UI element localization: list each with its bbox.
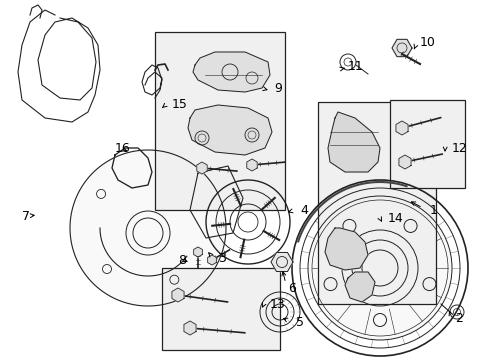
Polygon shape — [187, 105, 271, 155]
Bar — [389, 100, 464, 188]
Polygon shape — [270, 252, 292, 271]
Polygon shape — [172, 288, 183, 302]
Bar — [162, 268, 280, 350]
Polygon shape — [345, 272, 374, 302]
Text: 16: 16 — [115, 141, 130, 154]
Circle shape — [307, 196, 451, 340]
Polygon shape — [395, 121, 407, 135]
Polygon shape — [193, 52, 269, 92]
Text: 9: 9 — [273, 81, 281, 94]
Polygon shape — [327, 112, 379, 172]
Text: 15: 15 — [172, 98, 187, 111]
Polygon shape — [398, 155, 410, 169]
Text: 2: 2 — [454, 311, 462, 324]
Polygon shape — [196, 162, 207, 174]
Polygon shape — [183, 321, 196, 335]
Text: 1: 1 — [429, 203, 437, 216]
Polygon shape — [391, 39, 411, 57]
Polygon shape — [70, 150, 225, 306]
Text: 4: 4 — [299, 203, 307, 216]
Text: 13: 13 — [269, 297, 285, 310]
Text: 5: 5 — [295, 315, 304, 328]
Polygon shape — [207, 255, 216, 265]
Text: 3: 3 — [218, 252, 225, 265]
Text: 11: 11 — [347, 59, 363, 72]
Polygon shape — [325, 228, 367, 270]
Text: 10: 10 — [419, 36, 435, 49]
Polygon shape — [246, 159, 257, 171]
Text: 12: 12 — [451, 141, 467, 154]
Polygon shape — [193, 247, 202, 257]
Text: 7: 7 — [22, 210, 30, 222]
Text: 6: 6 — [287, 282, 295, 294]
Bar — [317, 102, 435, 304]
Text: 14: 14 — [387, 211, 403, 225]
Bar — [155, 32, 285, 210]
Text: 8: 8 — [178, 253, 185, 266]
